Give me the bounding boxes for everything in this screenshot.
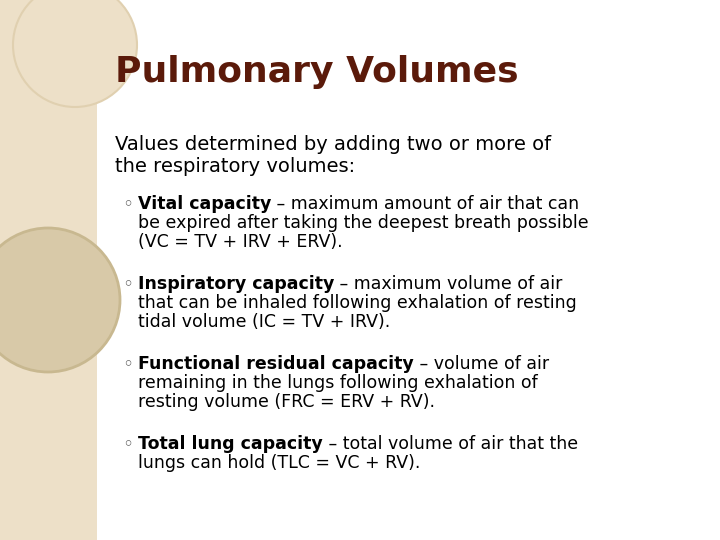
Text: – maximum amount of air that can: – maximum amount of air that can [271, 195, 580, 213]
Circle shape [0, 228, 120, 372]
Bar [0, 0, 97, 540]
Text: Values determined by adding two or more of: Values determined by adding two or more … [115, 135, 551, 154]
Text: resting volume (FRC = ERV + RV).: resting volume (FRC = ERV + RV). [138, 393, 435, 411]
Text: that can be inhaled following exhalation of resting: that can be inhaled following exhalation… [138, 294, 577, 312]
Circle shape [13, 0, 137, 107]
Text: – volume of air: – volume of air [414, 355, 549, 373]
Text: Vital capacity: Vital capacity [138, 195, 271, 213]
Text: ◦: ◦ [122, 435, 133, 454]
Text: tidal volume (IC = TV + IRV).: tidal volume (IC = TV + IRV). [138, 313, 390, 331]
Text: ◦: ◦ [122, 275, 133, 294]
Text: lungs can hold (TLC = VC + RV).: lungs can hold (TLC = VC + RV). [138, 454, 420, 472]
Text: Inspiratory capacity: Inspiratory capacity [138, 275, 334, 293]
Text: be expired after taking the deepest breath possible: be expired after taking the deepest brea… [138, 214, 589, 232]
Text: remaining in the lungs following exhalation of: remaining in the lungs following exhalat… [138, 374, 538, 392]
Text: Functional residual capacity: Functional residual capacity [138, 355, 414, 373]
Text: the respiratory volumes:: the respiratory volumes: [115, 157, 355, 176]
Text: – maximum volume of air: – maximum volume of air [334, 275, 563, 293]
Text: Pulmonary Volumes: Pulmonary Volumes [115, 55, 518, 89]
Text: ◦: ◦ [122, 355, 133, 374]
Text: – total volume of air that the: – total volume of air that the [323, 435, 578, 453]
Text: Total lung capacity: Total lung capacity [138, 435, 323, 453]
Text: ◦: ◦ [122, 195, 133, 214]
Text: (VC = TV + IRV + ERV).: (VC = TV + IRV + ERV). [138, 233, 343, 251]
